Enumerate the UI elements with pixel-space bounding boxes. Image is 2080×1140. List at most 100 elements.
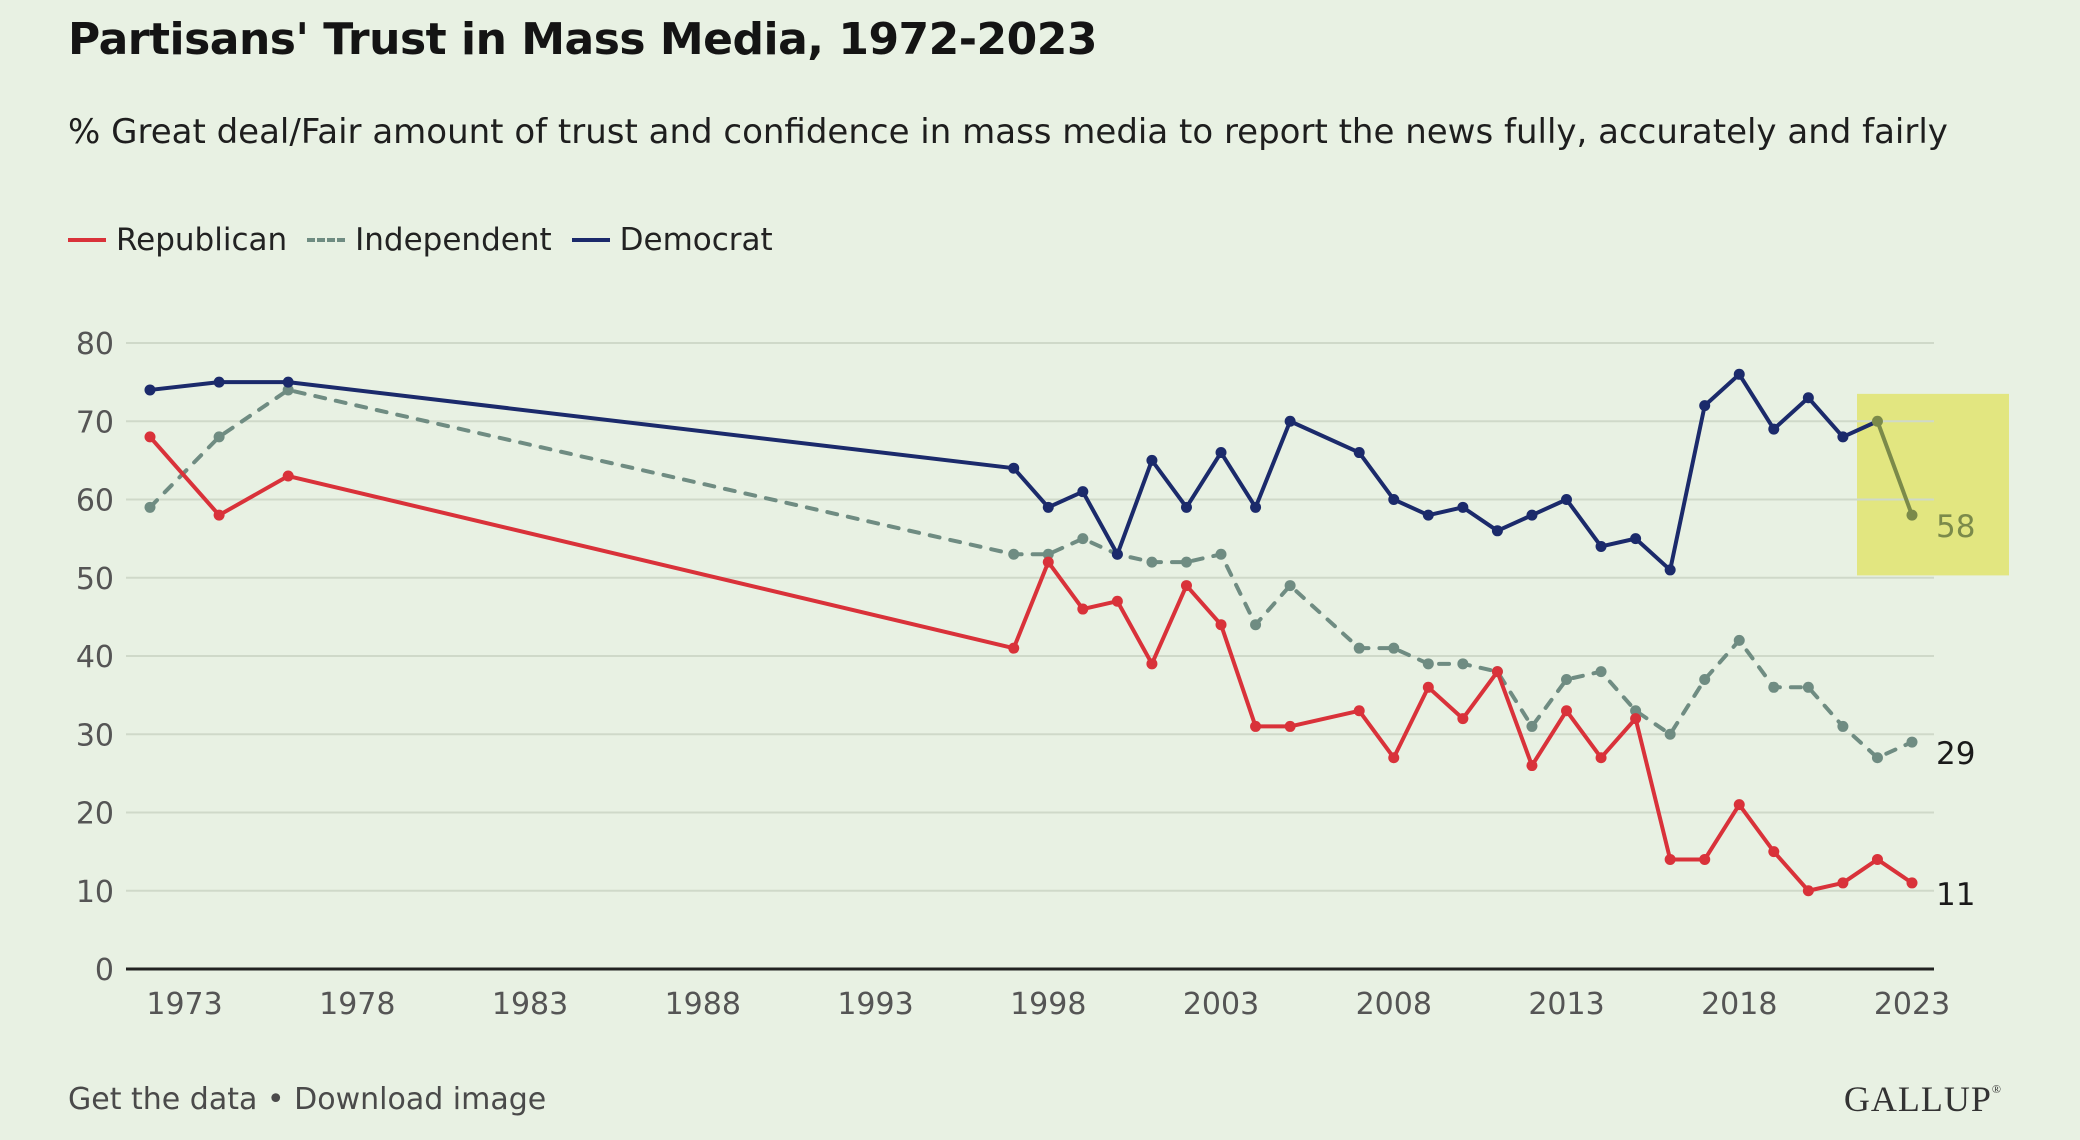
- data-point-republican-1972: [144, 431, 156, 443]
- highlight-layer: [1857, 393, 2009, 576]
- data-point-democrat-1976: [282, 376, 294, 388]
- x-tick-label-2023: 2023: [1874, 987, 1950, 1022]
- data-point-republican-1976: [282, 470, 294, 482]
- y-tick-label-0: 0: [95, 953, 114, 988]
- data-point-independent-1997: [1008, 548, 1020, 560]
- data-point-independent-2009: [1422, 658, 1434, 670]
- data-point-democrat-2010: [1457, 501, 1469, 513]
- legend: Republican Independent Democrat: [68, 222, 773, 258]
- data-point-democrat-2003: [1215, 447, 1227, 459]
- get-data-link[interactable]: Get the data: [68, 1082, 258, 1117]
- chart-subtitle: % Great deal/Fair amount of trust and co…: [68, 112, 1948, 152]
- data-point-independent-2013: [1561, 673, 1573, 685]
- data-point-republican-1974: [213, 509, 225, 521]
- data-point-republican-2009: [1422, 681, 1434, 693]
- data-point-democrat-2007: [1353, 447, 1365, 459]
- y-tick-label-40: 40: [76, 640, 114, 675]
- footer-separator: •: [257, 1082, 295, 1117]
- data-point-republican-1999: [1077, 603, 1089, 615]
- data-point-independent-1972: [144, 501, 156, 513]
- data-point-republican-2020: [1802, 885, 1814, 897]
- x-tick-label-1978: 1978: [319, 987, 395, 1022]
- data-point-independent-2008: [1388, 642, 1400, 654]
- x-tick-label-2013: 2013: [1528, 987, 1604, 1022]
- data-point-independent-2023: [1906, 736, 1918, 748]
- footer-links: Get the data • Download image: [68, 1082, 546, 1117]
- legend-item-democrat[interactable]: Democrat: [571, 222, 773, 258]
- data-point-independent-2012: [1526, 720, 1538, 732]
- gallup-logo-text: GALLUP: [1843, 1079, 1992, 1119]
- y-tick-label-60: 60: [76, 484, 114, 519]
- data-point-republican-2005: [1284, 720, 1296, 732]
- data-point-republican-2008: [1388, 752, 1400, 764]
- download-image-link[interactable]: Download image: [294, 1082, 547, 1117]
- data-point-republican-2014: [1595, 752, 1607, 764]
- data-point-independent-2005: [1284, 580, 1296, 592]
- x-tick-label-1973: 1973: [146, 987, 222, 1022]
- y-tick-label-30: 30: [76, 718, 114, 753]
- legend-item-republican[interactable]: Republican: [68, 222, 287, 258]
- x-tick-label-1988: 1988: [665, 987, 741, 1022]
- data-point-democrat-2016: [1664, 564, 1676, 576]
- y-tick-label-20: 20: [76, 797, 114, 832]
- series-line-independent: [148, 387, 1914, 760]
- data-point-republican-1997: [1008, 642, 1020, 654]
- end-label-independent: 29: [1936, 736, 1975, 772]
- data-point-independent-1974: [213, 431, 225, 443]
- data-point-independent-2003: [1215, 548, 1227, 560]
- data-point-republican-2012: [1526, 760, 1538, 772]
- x-tick-label-2018: 2018: [1701, 987, 1777, 1022]
- data-point-democrat-2004: [1250, 501, 1262, 513]
- data-point-democrat-2001: [1146, 454, 1158, 466]
- data-point-independent-2010: [1457, 658, 1469, 670]
- grid-layer: [126, 342, 1934, 892]
- gallup-logo-mark: ®: [1991, 1082, 2002, 1096]
- data-point-democrat-1998: [1042, 501, 1054, 513]
- y-tick-label-70: 70: [76, 405, 114, 440]
- axis-layer: 0 10 20 30 40 50 60 70 80 1973 1978 1983 1988 1993 199…: [76, 327, 1950, 1022]
- data-point-republican-2013: [1561, 705, 1573, 717]
- data-point-independent-2018: [1733, 634, 1745, 646]
- x-tick-label-1993: 1993: [837, 987, 913, 1022]
- data-point-independent-2017: [1699, 673, 1711, 685]
- legend-swatch-democrat: [571, 238, 610, 242]
- legend-item-independent[interactable]: Independent: [307, 222, 552, 258]
- highlight-box: [1857, 393, 2009, 576]
- gallup-logo: GALLUP®: [1844, 1078, 2002, 1120]
- y-tick-label-10: 10: [76, 875, 114, 910]
- data-point-democrat-1999: [1077, 486, 1089, 498]
- data-point-republican-2018: [1733, 799, 1745, 811]
- data-point-democrat-2023: [1906, 509, 1918, 521]
- data-point-republican-2016: [1664, 853, 1676, 865]
- y-tick-label-80: 80: [76, 327, 114, 362]
- data-point-independent-2014: [1595, 666, 1607, 678]
- data-point-independent-2015: [1630, 705, 1642, 717]
- series-line-republican: [148, 434, 1914, 893]
- data-point-republican-2002: [1180, 580, 1192, 592]
- data-point-independent-1998: [1042, 548, 1054, 560]
- end-label-democrat: 58: [1936, 509, 1975, 545]
- data-point-independent-2021: [1837, 720, 1849, 732]
- series-layer: [144, 368, 1918, 897]
- data-point-republican-2022: [1871, 853, 1883, 865]
- legend-label-democrat: Democrat: [619, 222, 773, 258]
- data-point-democrat-2009: [1422, 509, 1434, 521]
- data-point-republican-2004: [1250, 720, 1262, 732]
- data-point-republican-2010: [1457, 713, 1469, 725]
- data-point-independent-2022: [1871, 752, 1883, 764]
- data-point-democrat-2011: [1491, 525, 1503, 537]
- legend-label-independent: Independent: [355, 222, 552, 258]
- data-point-republican-2015: [1630, 713, 1642, 725]
- data-point-republican-2017: [1699, 853, 1711, 865]
- data-point-democrat-2019: [1768, 423, 1780, 435]
- data-point-democrat-2020: [1802, 392, 1814, 404]
- x-tick-label-2003: 2003: [1183, 987, 1259, 1022]
- data-point-democrat-1972: [144, 384, 156, 396]
- y-tick-label-50: 50: [76, 562, 114, 597]
- data-point-republican-2007: [1353, 705, 1365, 717]
- data-point-republican-2023: [1906, 877, 1918, 889]
- data-point-democrat-2015: [1630, 533, 1642, 545]
- data-point-republican-2011: [1491, 666, 1503, 678]
- data-point-republican-2001: [1146, 658, 1158, 670]
